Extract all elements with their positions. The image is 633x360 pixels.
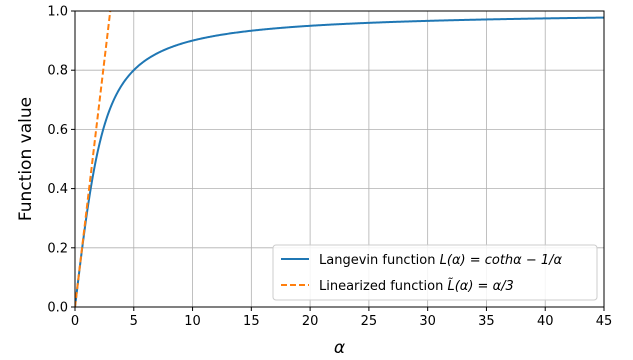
- y-tick-label-2: 0.4: [47, 182, 68, 197]
- x-tick-label-6: 30: [419, 314, 436, 329]
- x-tick-label-8: 40: [537, 314, 554, 329]
- x-tick-label-2: 10: [184, 314, 201, 329]
- x-tick-label-3: 15: [243, 314, 260, 329]
- series-linearized-line: [75, 11, 112, 307]
- series-layer: [75, 11, 604, 307]
- x-tick-label-0: 0: [71, 314, 79, 329]
- y-tick-label-0: 0.0: [47, 301, 68, 316]
- x-tick-label-1: 5: [130, 314, 138, 329]
- plot-frame: [74, 10, 605, 308]
- series-langevin-line: [75, 16, 604, 307]
- x-axis-label: α: [334, 338, 345, 358]
- legend-label-linearized: Linearized function L̃(α) = α/3: [319, 279, 514, 294]
- y-tick-label-5: 1.0: [47, 5, 68, 20]
- legend-label-langevin-math: L(α) = cothα − 1/α: [440, 253, 563, 268]
- legend-label-langevin-prefix: Langevin function: [319, 253, 440, 268]
- y-tick-label-1: 0.2: [47, 241, 68, 256]
- legend: Langevin function L(α) = cothα − 1/α Lin…: [272, 244, 598, 301]
- ticks: 0 5 10 15 20 25 30 35 40 45 0.0 0.2 0.4 0.6 0.8 1.0: [47, 5, 612, 330]
- x-tick-label-9: 45: [596, 314, 613, 329]
- legend-box: [272, 244, 598, 301]
- y-tick-label-4: 0.8: [47, 64, 68, 79]
- legend-label-langevin: Langevin function L(α) = cothα − 1/α: [319, 253, 563, 268]
- legend-label-linearized-prefix: Linearized function: [319, 279, 447, 294]
- x-tick-label-7: 35: [478, 314, 495, 329]
- y-tick-label-3: 0.6: [47, 123, 68, 138]
- y-axis-label: Function value: [16, 97, 36, 221]
- x-tick-label-4: 20: [302, 314, 319, 329]
- legend-label-linearized-math: L̃(α) = α/3: [447, 279, 513, 294]
- x-tick-label-5: 25: [361, 314, 378, 329]
- axes-frame: [74, 10, 605, 308]
